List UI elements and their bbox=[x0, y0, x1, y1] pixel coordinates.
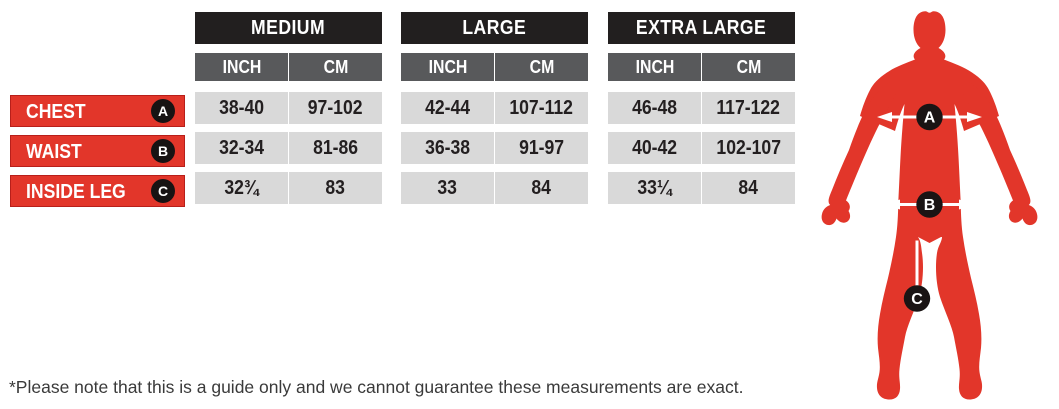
svg-text:C: C bbox=[911, 291, 923, 308]
svg-text:B: B bbox=[924, 197, 936, 214]
svg-text:A: A bbox=[924, 110, 936, 127]
